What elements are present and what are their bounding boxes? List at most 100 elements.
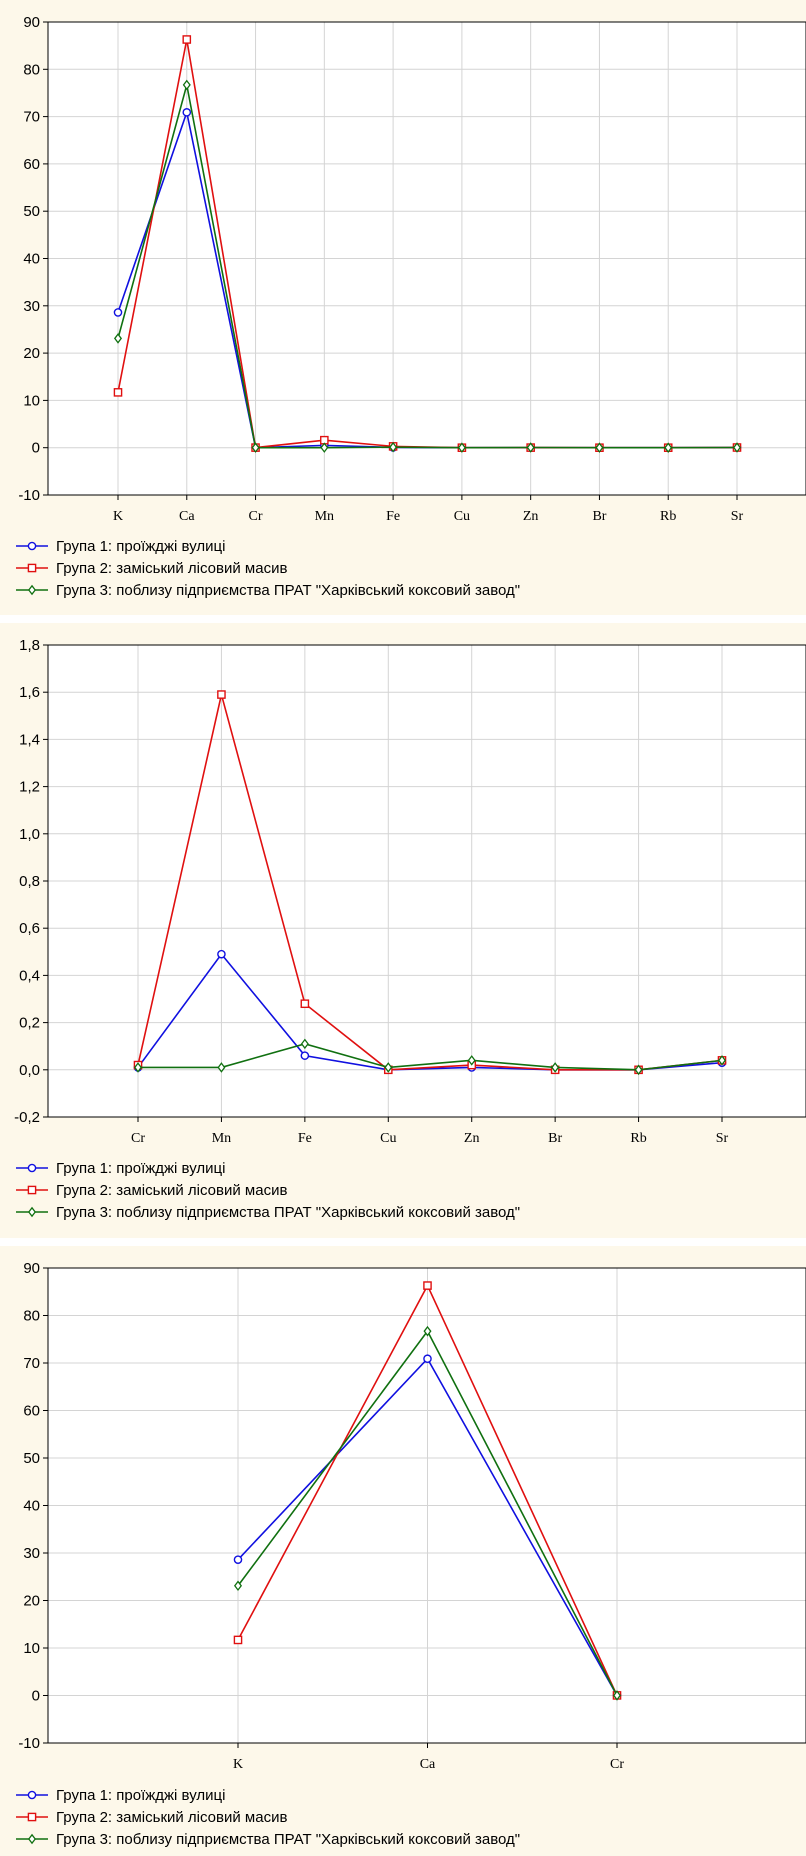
data-point: [182, 108, 192, 117]
y-tick-label: -10: [18, 1735, 40, 1752]
legend-label: Група 1: проїжджі вулиці: [56, 1160, 225, 1177]
y-tick-label: 10: [23, 392, 40, 409]
x-tick-label: Zn: [523, 509, 539, 524]
data-point: [717, 1055, 727, 1066]
y-tick-label: 80: [23, 61, 40, 78]
legend: Група 1: проїжджі вулиці Група 2: заміськ…: [16, 538, 520, 599]
x-tick-label: Cu: [454, 509, 470, 524]
y-tick-label: 0,0: [19, 1062, 40, 1079]
chart-3: -10 0 10 20 30 40 50 60 70 80 90 K Ca Cr Група 1: прої…: [0, 1246, 806, 1856]
chart-3-svg: -10 0 10 20 30 40 50 60 70 80 90 K Ca Cr Група 1: прої…: [16, 1260, 806, 1848]
chart-2: -0,2 0,0 0,2 0,4 0,6 0,8 1,0 1,2 1,4 1,6 1,8 Cr Mn Fe…: [0, 623, 806, 1238]
y-tick-label: 0: [32, 440, 40, 457]
data-point: [217, 949, 226, 959]
y-tick-label: 30: [23, 298, 40, 315]
data-point: [595, 442, 604, 453]
legend-item: Група 2: заміський лісовий масив: [16, 1809, 287, 1826]
legend-label: Група 3: поблизу підприємства ПРАТ "Харк…: [56, 1204, 520, 1221]
x-tick-label: Cr: [131, 1131, 145, 1146]
x-tick-label: Br: [548, 1131, 562, 1146]
legend-label: Група 2: заміський лісовий масив: [56, 560, 287, 577]
data-point: [423, 1325, 432, 1337]
x-tick-label: Zn: [464, 1131, 480, 1146]
data-point: [320, 442, 329, 453]
data-point: [389, 441, 398, 453]
x-tick-label: Br: [592, 509, 606, 524]
x-tick-label: Mn: [212, 1131, 231, 1146]
legend-item: Група 2: заміський лісовий масив: [16, 1182, 287, 1199]
data-point: [300, 1038, 309, 1050]
legend-marker: [27, 584, 37, 596]
chart-2-svg: -0,2 0,0 0,2 0,4 0,6 0,8 1,0 1,2 1,4 1,6 1,8 Cr Mn Fe…: [14, 637, 806, 1221]
legend: Група 1: проїжджі вулиці Група 2: заміськ…: [16, 1160, 520, 1221]
data-point: [300, 999, 310, 1009]
data-point: [182, 79, 191, 91]
y-tick-label: 1,6: [19, 684, 40, 701]
legend-item: Група 3: поблизу підприємства ПРАТ "Харк…: [16, 1831, 520, 1848]
legend-marker: [27, 1812, 37, 1822]
y-tick-label: 80: [23, 1308, 40, 1325]
series-3: [133, 1038, 727, 1076]
data-point: [113, 333, 123, 344]
x-tick-label: Rb: [630, 1131, 646, 1146]
data-point: [300, 1051, 310, 1060]
y-tick-label: 0: [32, 1688, 40, 1705]
x-tick-label: Cu: [380, 1131, 396, 1146]
chart-1: -10 0 10 20 30 40 50 60 70 80 90 K Ca Cr Mn Fe Cu Zn Br Rb S…: [0, 0, 806, 615]
data-point: [457, 442, 466, 453]
plot-frame: [47, 21, 806, 496]
legend-item: Група 1: проїжджі вулиці: [16, 1160, 225, 1177]
y-tick-label: 90: [23, 14, 40, 31]
series-3: [233, 1325, 622, 1701]
x-tick-label: Fe: [386, 509, 400, 524]
y-tick-label: 1,2: [19, 779, 40, 796]
data-point: [423, 1281, 432, 1290]
y-tick-label: 10: [23, 1640, 40, 1657]
legend-item: Група 1: проїжджі вулиці: [16, 1787, 225, 1804]
y-tick-label: -10: [18, 487, 40, 504]
y-tick-label: 1,4: [19, 731, 40, 748]
legend-item: Група 1: проїжджі вулиці: [16, 538, 225, 555]
data-point: [634, 1064, 643, 1076]
x-tick-label: Ca: [179, 509, 195, 524]
y-tick-label: 70: [23, 109, 40, 126]
legend-marker: [27, 1833, 37, 1845]
legend-marker: [27, 1185, 37, 1195]
legend: Група 1: проїжджі вулиці Група 2: заміськ…: [16, 1787, 520, 1848]
y-tick-label: 0,8: [19, 873, 40, 890]
x-tick-label: Sr: [731, 509, 744, 524]
chart-1-svg: -10 0 10 20 30 40 50 60 70 80 90 K Ca Cr Mn Fe Cu Zn Br Rb S…: [16, 14, 806, 599]
x-tick-label: Cr: [610, 1757, 624, 1772]
y-tick-label: 1,0: [19, 826, 40, 843]
data-point: [133, 1062, 143, 1073]
plot-frame: [47, 1267, 806, 1744]
y-tick-label: 30: [23, 1545, 40, 1562]
data-point: [664, 442, 673, 453]
legend-label: Група 1: проїжджі вулиці: [56, 1787, 225, 1804]
y-tick-label: 50: [23, 1450, 40, 1467]
legend-label: Група 2: заміський лісовий масив: [56, 1182, 287, 1199]
data-point: [612, 1690, 622, 1701]
series-3: [113, 79, 742, 453]
y-tick-label: 0,2: [19, 1015, 40, 1032]
data-point: [217, 1062, 226, 1073]
series-line: [117, 84, 738, 449]
x-tick-label: Cr: [249, 509, 263, 524]
y-tick-label: -0,2: [14, 1109, 40, 1126]
plot-frame: [47, 644, 806, 1118]
x-tick-label: K: [233, 1757, 243, 1772]
legend-item: Група 3: поблизу підприємства ПРАТ "Харк…: [16, 1204, 520, 1221]
y-tick-label: 60: [23, 1403, 40, 1420]
x-tick-label: Rb: [660, 509, 676, 524]
legend-marker: [27, 541, 37, 551]
x-tick-label: Sr: [716, 1131, 729, 1146]
legend-marker: [27, 563, 37, 573]
legend-label: Група 2: заміський лісовий масив: [56, 1809, 287, 1826]
data-point: [467, 1055, 476, 1066]
x-tick-label: Ca: [420, 1757, 436, 1772]
legend-item: Група 2: заміський лісовий масив: [16, 560, 287, 577]
x-tick-label: Mn: [315, 509, 334, 524]
legend-label: Група 3: поблизу підприємства ПРАТ "Харк…: [56, 582, 520, 599]
data-point: [233, 1580, 243, 1592]
series-line: [138, 1043, 723, 1071]
